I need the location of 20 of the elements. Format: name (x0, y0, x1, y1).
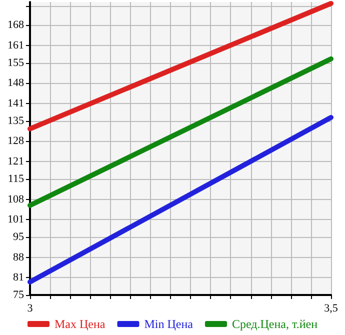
y-tick-label: 81 (13, 272, 24, 284)
y-tick-label: 75 (13, 289, 24, 301)
y-tick-label: 168 (8, 19, 24, 32)
y-tick-label: 135 (8, 114, 24, 127)
y-tick-label: 115 (8, 172, 24, 185)
y-tick-label: 155 (8, 56, 24, 69)
y-tick-label: 88 (13, 251, 24, 264)
y-tick-label: 108 (8, 193, 24, 206)
y-tick-label: 101 (8, 214, 24, 226)
legend-label: Сред.Цена, т.йен (232, 317, 318, 331)
y-tick-label: 161 (8, 40, 24, 52)
y-tick-label: 141 (8, 98, 24, 110)
legend-label: Min Цена (144, 317, 194, 331)
y-tick-label: 148 (8, 77, 24, 90)
legend-label: Max Цена (54, 317, 106, 331)
y-tick-label: 95 (13, 230, 24, 243)
y-tick-label: 121 (8, 156, 24, 168)
x-tick-label: 3 (27, 302, 34, 314)
y-tick-label: 128 (8, 135, 24, 148)
x-tick-label: 3,5 (324, 302, 338, 314)
